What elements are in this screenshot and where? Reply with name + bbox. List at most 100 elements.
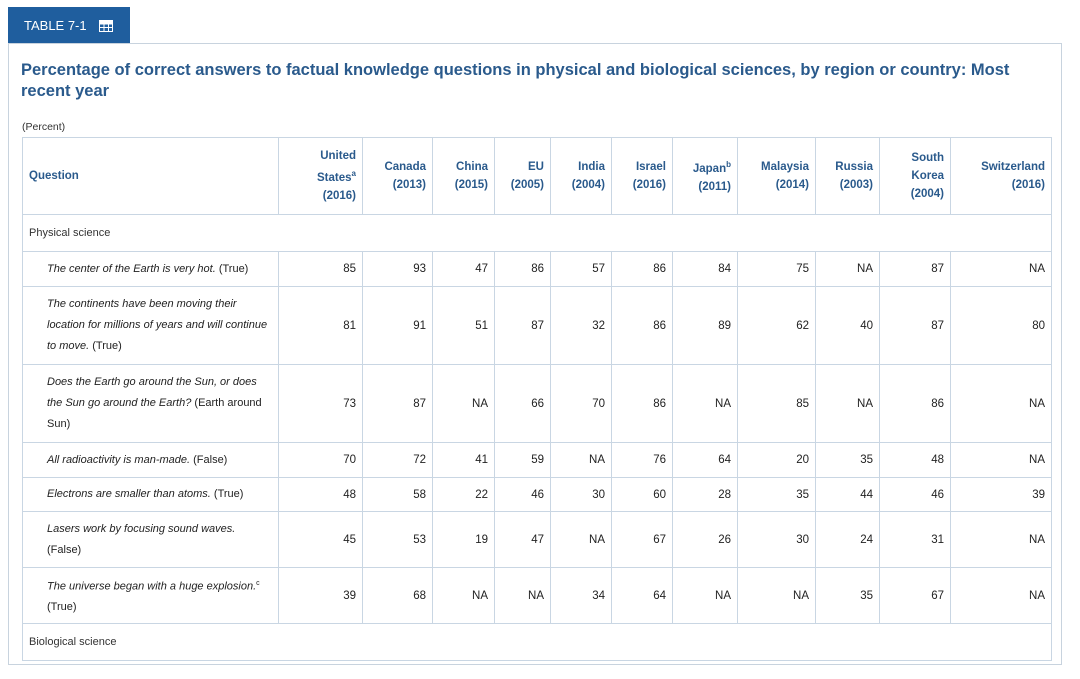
column-header: Switzerland (2016) bbox=[950, 137, 1052, 215]
table-row: The continents have been moving their lo… bbox=[22, 286, 1052, 365]
column-header-name: India bbox=[578, 161, 605, 173]
value-cell: 48 bbox=[278, 477, 363, 512]
value-cell: 70 bbox=[278, 442, 363, 478]
question-cell: Does the Earth go around the Sun, or doe… bbox=[22, 364, 279, 443]
column-header: Russia (2003) bbox=[815, 137, 880, 215]
footnote-marker: b bbox=[726, 160, 731, 170]
column-header: South Korea (2004) bbox=[879, 137, 951, 215]
question-text: Electrons are smaller than atoms. bbox=[47, 488, 211, 500]
table-tab-label: TABLE 7-1 bbox=[24, 18, 87, 33]
question-text: Lasers work by focusing sound waves. bbox=[47, 522, 236, 535]
column-header-name: South Korea bbox=[911, 152, 944, 182]
value-cell: 91 bbox=[362, 286, 433, 365]
column-header-name: United States bbox=[317, 150, 356, 184]
value-cell: 35 bbox=[815, 567, 880, 624]
value-cell: 68 bbox=[362, 567, 433, 624]
table-title: Percentage of correct answers to factual… bbox=[21, 61, 1010, 100]
value-cell: 40 bbox=[815, 286, 880, 365]
section-label: Biological science bbox=[22, 623, 1052, 661]
value-cell: 41 bbox=[432, 442, 495, 478]
column-header-year: (2014) bbox=[775, 179, 809, 191]
question-cell: All radioactivity is man-made. (False) bbox=[22, 442, 279, 478]
question-text: The center of the Earth is very hot. bbox=[47, 262, 216, 275]
column-header-year: (2005) bbox=[510, 179, 544, 191]
value-cell: 62 bbox=[737, 286, 816, 365]
correct-answer: (Earth around Sun) bbox=[47, 397, 262, 430]
column-header-name: Israel bbox=[635, 161, 666, 173]
value-cell: 31 bbox=[879, 511, 951, 568]
value-cell: 89 bbox=[672, 286, 738, 365]
value-cell: 67 bbox=[879, 567, 951, 624]
correct-answer: (True) bbox=[213, 488, 244, 500]
value-cell: 34 bbox=[550, 567, 612, 624]
value-cell: 19 bbox=[432, 511, 495, 568]
value-cell: 80 bbox=[950, 286, 1052, 365]
value-cell: 24 bbox=[815, 511, 880, 568]
value-cell: 93 bbox=[362, 251, 433, 287]
column-header-name: Russia bbox=[835, 161, 873, 173]
value-cell: 87 bbox=[362, 364, 433, 443]
value-cell: 48 bbox=[879, 442, 951, 478]
table-tab: TABLE 7-1 bbox=[8, 7, 130, 44]
value-cell: NA bbox=[950, 442, 1052, 478]
column-header: United Statesa (2016) bbox=[278, 137, 363, 215]
value-cell: 66 bbox=[494, 364, 551, 443]
table-row: Lasers work by focusing sound waves. (Fa… bbox=[22, 511, 1052, 568]
question-cell: The continents have been moving their lo… bbox=[22, 286, 279, 365]
value-cell: 47 bbox=[432, 251, 495, 287]
value-cell: 67 bbox=[611, 511, 673, 568]
column-header-year: (2015) bbox=[454, 179, 488, 191]
header-row: Question United Statesa (2016) Canada (2013… bbox=[22, 137, 1052, 215]
column-header: Japanb (2011) bbox=[672, 137, 738, 215]
value-cell: NA bbox=[950, 364, 1052, 443]
value-cell: 86 bbox=[611, 286, 673, 365]
value-cell: NA bbox=[672, 364, 738, 443]
section-label: Physical science bbox=[22, 214, 1052, 252]
value-cell: 72 bbox=[362, 442, 433, 478]
column-header-year: (2004) bbox=[910, 188, 944, 200]
value-cell: NA bbox=[672, 567, 738, 624]
value-cell: 45 bbox=[278, 511, 363, 568]
column-header-name: China bbox=[456, 161, 488, 173]
column-header-question: Question bbox=[22, 137, 279, 215]
correct-answer: (False) bbox=[47, 543, 82, 556]
value-cell: 84 bbox=[672, 251, 738, 287]
value-cell: 64 bbox=[611, 567, 673, 624]
column-header: Israel (2016) bbox=[611, 137, 673, 215]
footnote-marker: a bbox=[351, 169, 356, 179]
column-header-year: (2013) bbox=[392, 179, 426, 191]
footnote-marker: c bbox=[256, 579, 260, 587]
value-cell: 28 bbox=[672, 477, 738, 512]
section-row: Biological science bbox=[22, 623, 1052, 661]
table-row: Does the Earth go around the Sun, or doe… bbox=[22, 364, 1052, 443]
value-cell: 35 bbox=[737, 477, 816, 512]
column-header: China (2015) bbox=[432, 137, 495, 215]
value-cell: NA bbox=[737, 567, 816, 624]
question-cell: Lasers work by focusing sound waves. (Fa… bbox=[22, 511, 279, 568]
value-cell: 86 bbox=[611, 364, 673, 443]
value-cell: NA bbox=[432, 567, 495, 624]
value-cell: 86 bbox=[879, 364, 951, 443]
value-cell: NA bbox=[815, 364, 880, 443]
column-header-name: Malaysia bbox=[761, 161, 809, 173]
table-body: Physical science The center of the Earth … bbox=[22, 214, 1052, 661]
value-cell: 76 bbox=[611, 442, 673, 478]
correct-answer: (True) bbox=[47, 601, 77, 614]
value-cell: NA bbox=[950, 251, 1052, 287]
correct-answer: (True) bbox=[218, 262, 249, 275]
value-cell: 30 bbox=[737, 511, 816, 568]
value-cell: 75 bbox=[737, 251, 816, 287]
value-cell: NA bbox=[815, 251, 880, 287]
data-table: Question United Statesa (2016) Canada (2013… bbox=[22, 137, 1052, 661]
value-cell: 35 bbox=[815, 442, 880, 478]
value-cell: 57 bbox=[550, 251, 612, 287]
value-cell: NA bbox=[550, 442, 612, 478]
column-header: EU (2005) bbox=[494, 137, 551, 215]
question-text: The continents have been moving their lo… bbox=[47, 298, 268, 352]
value-cell: 81 bbox=[278, 286, 363, 365]
value-cell: 85 bbox=[737, 364, 816, 443]
column-header-name: Canada bbox=[384, 161, 426, 173]
value-cell: 73 bbox=[278, 364, 363, 443]
value-cell: 86 bbox=[494, 251, 551, 287]
question-text: All radioactivity is man-made. bbox=[47, 453, 191, 466]
